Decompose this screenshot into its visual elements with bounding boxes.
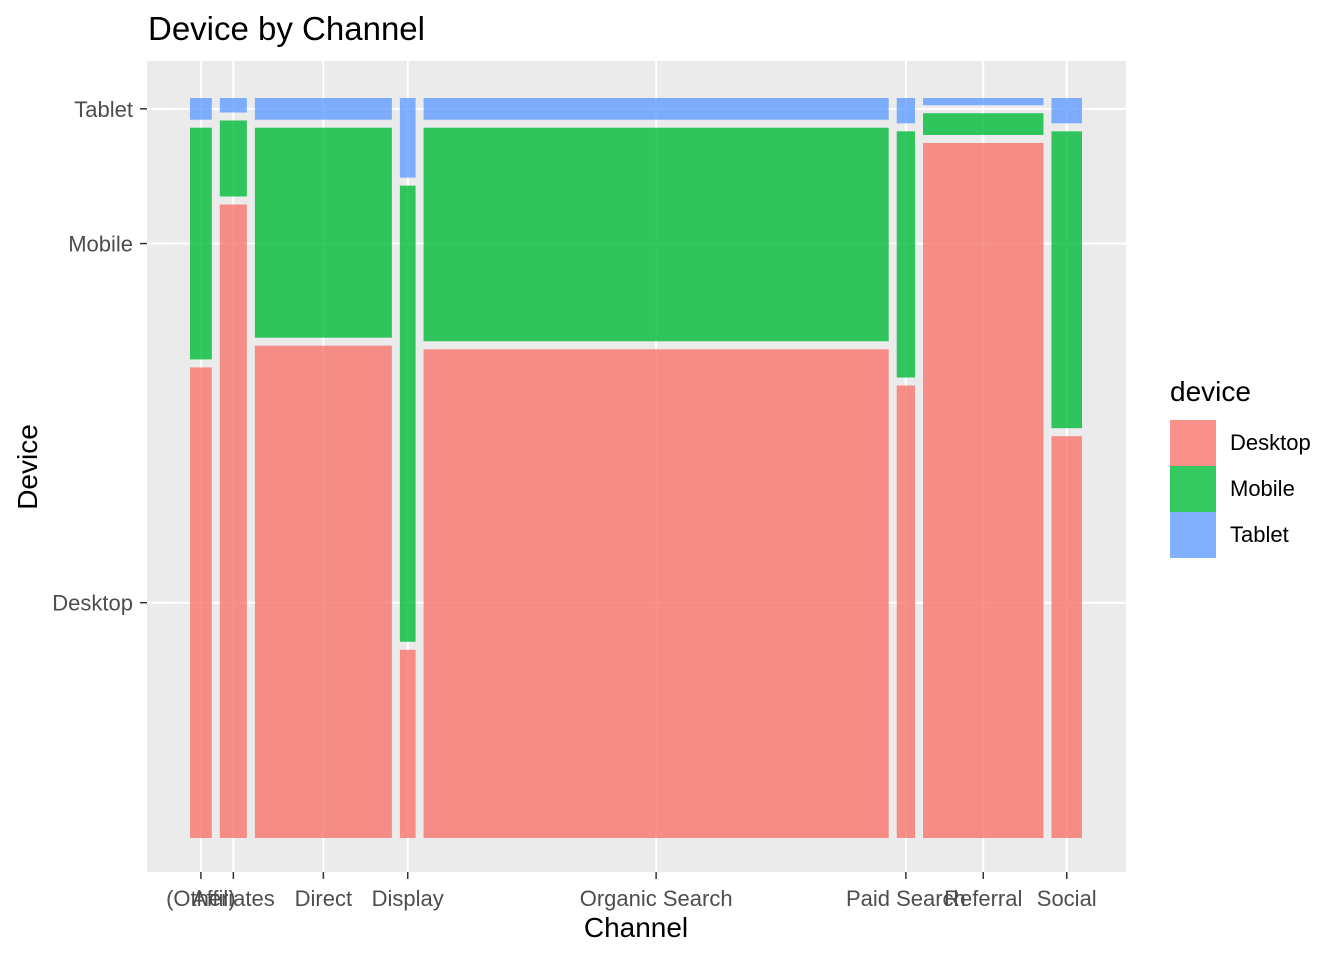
y-tick-label-tablet: Tablet	[74, 97, 133, 122]
x-tick-label-other: (Other)	[166, 886, 236, 911]
legend: device Desktop Mobile Tablet	[1170, 376, 1311, 558]
tile-referral-mobile	[923, 113, 1044, 135]
tile-referral-desktop	[923, 142, 1044, 838]
tile-direct-desktop	[254, 345, 392, 838]
legend-item-desktop: Desktop	[1170, 420, 1311, 466]
x-tick-label-direct: Direct	[295, 886, 352, 911]
legend-key-tablet	[1170, 512, 1216, 558]
x-tick-label-affiliates: Affiliates	[192, 886, 275, 911]
legend-label-desktop: Desktop	[1230, 430, 1311, 455]
x-tick-label-organic-search: Organic Search	[580, 886, 733, 911]
tile-referral-tablet	[923, 98, 1044, 106]
tile-paid-search-desktop	[896, 385, 916, 838]
tile-other-desktop	[190, 367, 212, 838]
tile-affiliates-mobile	[219, 120, 247, 197]
tile-direct-tablet	[254, 98, 392, 120]
tile-social-mobile	[1051, 131, 1082, 429]
tile-other-tablet	[190, 98, 212, 120]
tiles-layer	[190, 98, 1082, 838]
tile-paid-search-tablet	[896, 98, 916, 124]
x-tick-label-display: Display	[372, 886, 444, 911]
legend-label-mobile: Mobile	[1230, 476, 1295, 501]
legend-key-desktop	[1170, 420, 1216, 466]
y-tick-label-mobile: Mobile	[68, 232, 133, 257]
tile-organic-search-desktop	[423, 349, 889, 838]
tile-direct-mobile	[254, 127, 392, 338]
legend-item-tablet: Tablet	[1170, 512, 1311, 558]
legend-key-mobile	[1170, 466, 1216, 512]
tile-paid-search-mobile	[896, 131, 916, 378]
tile-other-mobile	[190, 127, 212, 360]
chart-title: Device by Channel	[148, 10, 425, 47]
x-tick-label-social: Social	[1037, 886, 1097, 911]
legend-item-mobile: Mobile	[1170, 466, 1311, 512]
tile-display-desktop	[399, 649, 416, 838]
tile-organic-search-tablet	[423, 98, 889, 120]
tile-social-desktop	[1051, 436, 1082, 838]
tile-display-mobile	[399, 185, 416, 642]
tile-organic-search-mobile	[423, 127, 889, 342]
y-axis: Desktop Mobile Tablet	[52, 97, 147, 616]
tile-social-tablet	[1051, 98, 1082, 124]
tile-affiliates-desktop	[219, 204, 247, 838]
legend-title: device	[1170, 376, 1251, 407]
tile-affiliates-tablet	[219, 98, 247, 113]
x-axis-title: Channel	[583, 912, 689, 943]
x-tick-label-referral: Referral	[944, 886, 1022, 911]
tile-display-tablet	[399, 98, 416, 178]
y-axis-title: Device	[12, 424, 43, 510]
x-tick-label-paid-search: Paid Search	[846, 886, 966, 911]
y-tick-label-desktop: Desktop	[52, 591, 133, 616]
x-axis: (Other)Affiliates Direct Display Organic Se…	[166, 872, 1097, 911]
legend-label-tablet: Tablet	[1230, 522, 1289, 547]
